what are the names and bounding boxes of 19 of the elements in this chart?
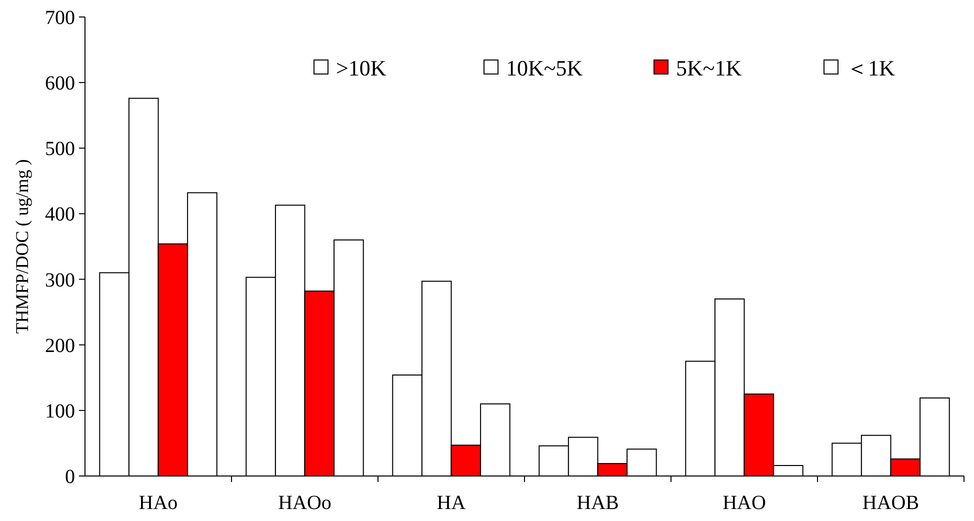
x-tick-label: HAB [576,492,619,514]
x-tick-label: HAOB [862,492,920,514]
x-tick-label: HAOo [278,492,332,514]
y-tick-label: 400 [45,204,75,226]
y-tick-label: 700 [45,7,75,29]
y-tick-label: 100 [45,400,75,422]
legend-label: 10K~5K [506,56,583,81]
x-tick-label: HAo [138,492,178,514]
y-tick-label: 200 [45,334,75,357]
y-tick-label: 0 [65,466,75,488]
legend-label: >10K [336,56,386,81]
y-tick-label: 500 [45,138,75,160]
y-tick-label: 300 [45,269,75,292]
y-axis-title: THMFP/DOC ( ug/mg ) [12,159,32,334]
y-tick-label: 600 [45,72,75,95]
legend-label: 5K~1K [676,56,742,81]
legend-label: ＜1K [846,56,895,81]
x-tick-label: HAO [722,492,766,514]
x-tick-label: HA [436,492,466,514]
